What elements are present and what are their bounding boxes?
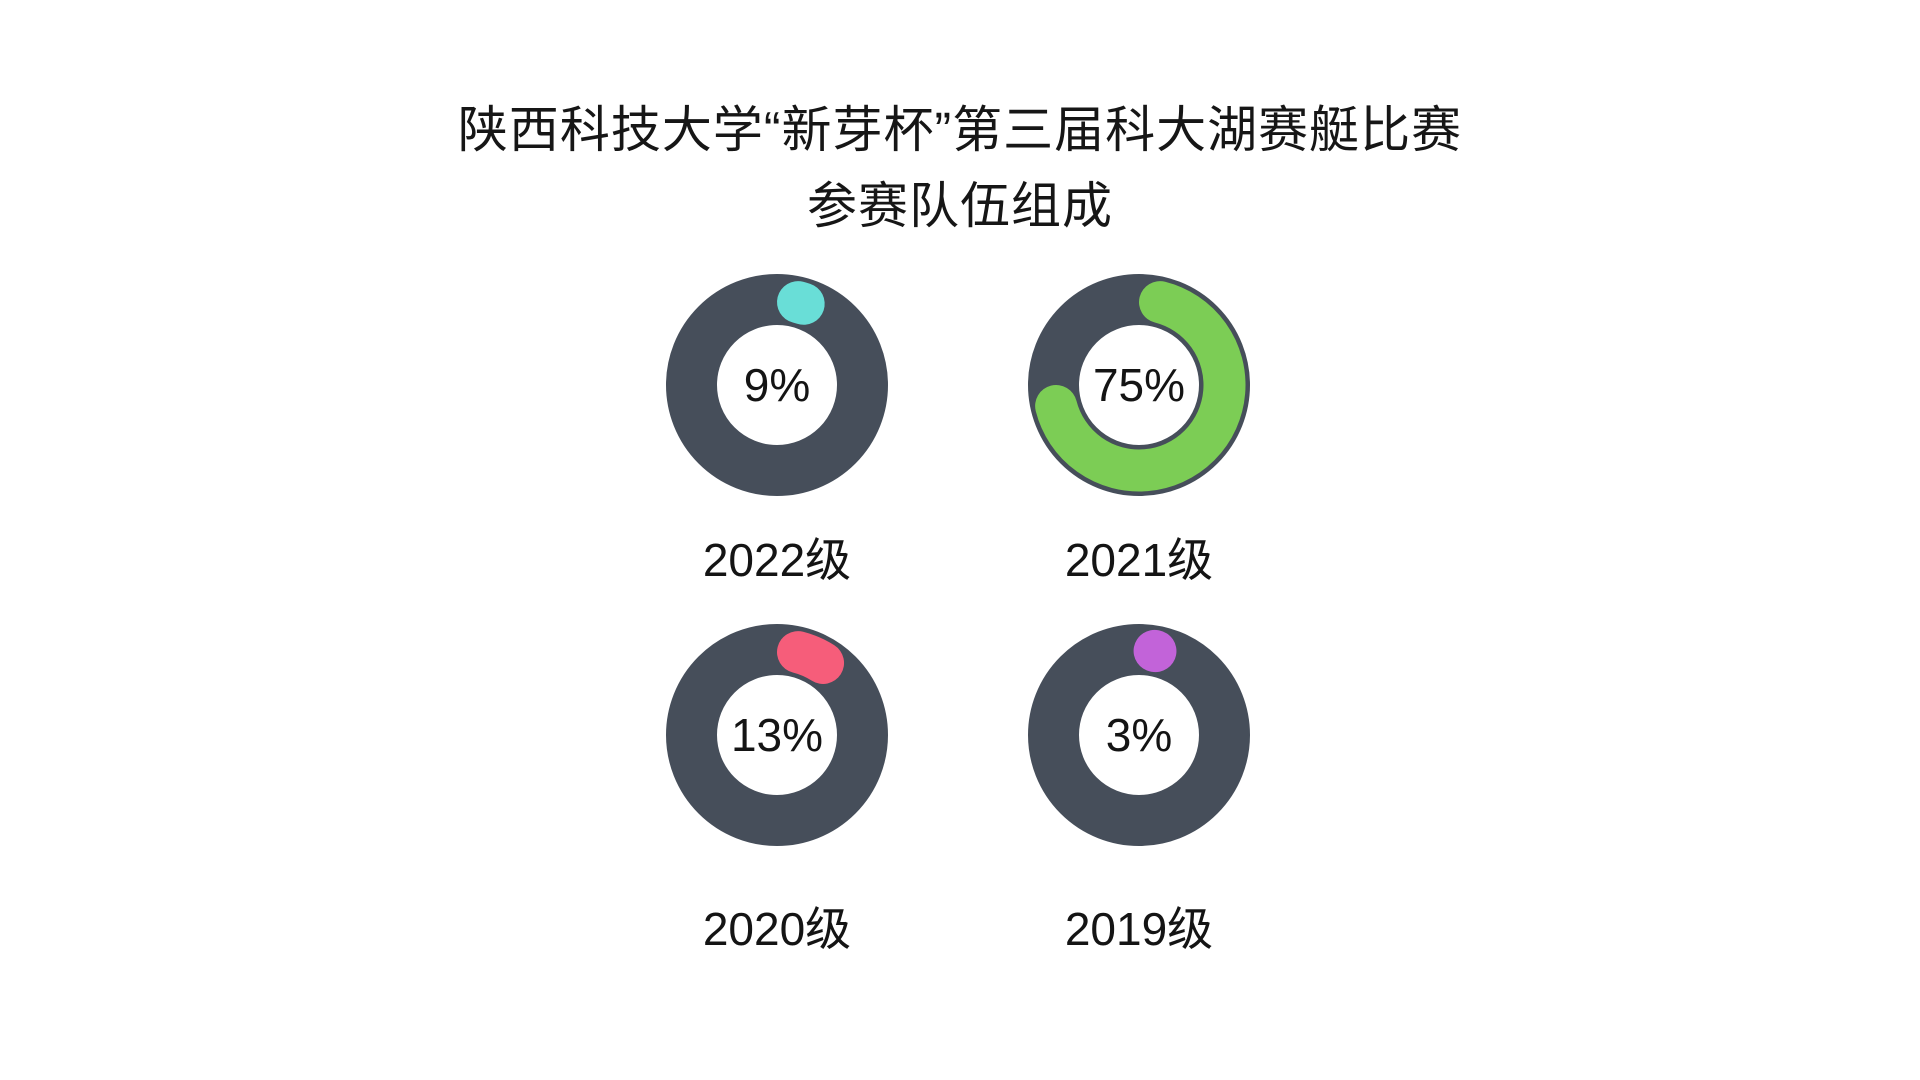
donut-track-2022 — [666, 274, 888, 496]
chart-title-line2: 参赛队伍组成 — [807, 178, 1113, 234]
donut-2020: 13% — [662, 620, 892, 850]
chart-title-line1: 陕西科技大学“新芽杯”第三届科大湖赛艇比赛 — [457, 102, 1463, 158]
donut-ring-2020 — [666, 624, 888, 846]
donut-track-2020 — [666, 624, 888, 846]
donut-2019: 3% — [1024, 620, 1254, 850]
grade-label-2021: 2021级 — [1064, 534, 1214, 586]
donut-segment-2020 — [777, 631, 845, 684]
donut-2022: 9% — [662, 270, 892, 500]
donut-ring-2021 — [1028, 274, 1250, 496]
percent-label-2020: 13% — [730, 709, 824, 761]
percent-label-2021: 75% — [1092, 359, 1186, 411]
chart-title: 陕西科技大学“新芽杯”第三届科大湖赛艇比赛 参赛队伍组成 — [0, 92, 1920, 244]
donut-ring-2022 — [666, 274, 888, 496]
donut-2021: 75% — [1024, 270, 1254, 500]
grade-label-2019: 2019级 — [1064, 903, 1214, 955]
donut-segment-2022 — [777, 281, 825, 325]
grade-label-2022: 2022级 — [702, 534, 852, 586]
percent-label-2019: 3% — [1105, 709, 1173, 761]
percent-label-2022: 9% — [743, 359, 811, 411]
donut-ring-2019 — [1028, 624, 1250, 846]
donut-segment-2021 — [1035, 281, 1246, 492]
grade-label-2020: 2020级 — [702, 903, 852, 955]
